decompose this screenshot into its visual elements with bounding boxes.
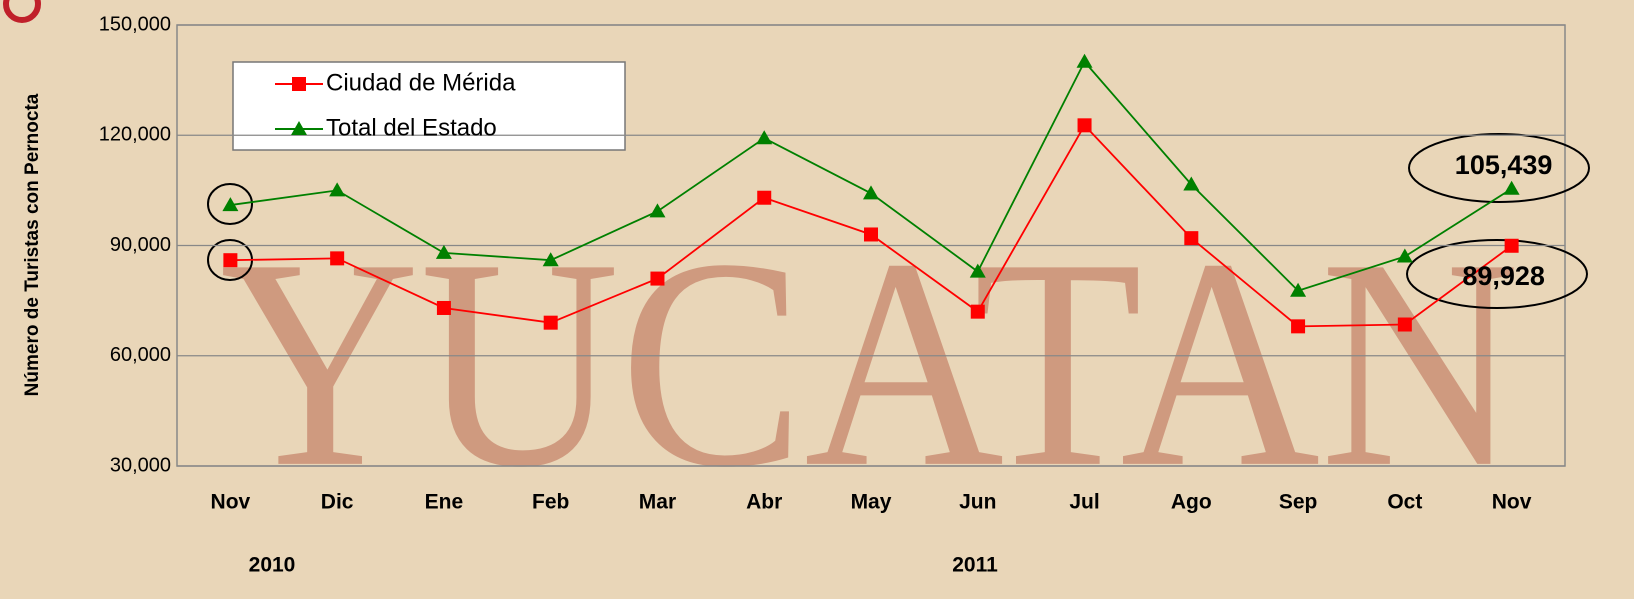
page: {"chart_data": {"type": "line", "waterma… (0, 0, 1634, 599)
chart: YUCATAN Número de Turistas con Pernocta … (0, 0, 1634, 599)
y-tick-label: 60,000 (110, 344, 171, 366)
marker (437, 301, 451, 315)
data-label: 105,439 (1455, 150, 1553, 180)
legend-label: Total del Estado (326, 114, 497, 141)
x-tick-label: Ago (1171, 491, 1212, 514)
x-tick-label: May (851, 491, 892, 514)
x-tick-label: Abr (746, 491, 782, 514)
marker (223, 253, 237, 267)
x-tick-label: Nov (211, 491, 251, 514)
year-label: 2011 (952, 554, 998, 577)
legend-label: Ciudad de Mérida (326, 69, 516, 96)
marker (544, 316, 558, 330)
y-tick-label: 150,000 (99, 13, 171, 35)
marker (1078, 118, 1092, 132)
x-tick-label: Oct (1387, 491, 1422, 514)
legend-marker (292, 77, 306, 91)
x-tick-label: Sep (1279, 491, 1318, 514)
watermark: YUCATAN (220, 197, 1520, 529)
marker (757, 191, 771, 205)
marker (330, 251, 344, 265)
y-axis-title: Número de Turistas con Pernocta (22, 93, 43, 396)
marker (1291, 319, 1305, 333)
year-label: 2010 (249, 554, 296, 577)
x-tick-label: Mar (639, 491, 676, 514)
y-tick-label: 90,000 (110, 234, 171, 256)
x-tick-label: Dic (321, 491, 354, 514)
marker (971, 305, 985, 319)
marker (1398, 318, 1412, 332)
marker (1184, 231, 1198, 245)
y-tick-label: 30,000 (110, 454, 171, 476)
y-tick-label: 120,000 (99, 124, 171, 146)
x-tick-label: Jun (959, 491, 996, 514)
x-tick-label: Feb (532, 491, 569, 514)
marker (864, 227, 878, 241)
x-tick-label: Jul (1069, 491, 1099, 514)
marker (1505, 239, 1519, 253)
marker (650, 272, 664, 286)
data-label: 89,928 (1462, 261, 1545, 291)
x-tick-label: Nov (1492, 491, 1532, 514)
x-tick-label: Ene (425, 491, 464, 514)
